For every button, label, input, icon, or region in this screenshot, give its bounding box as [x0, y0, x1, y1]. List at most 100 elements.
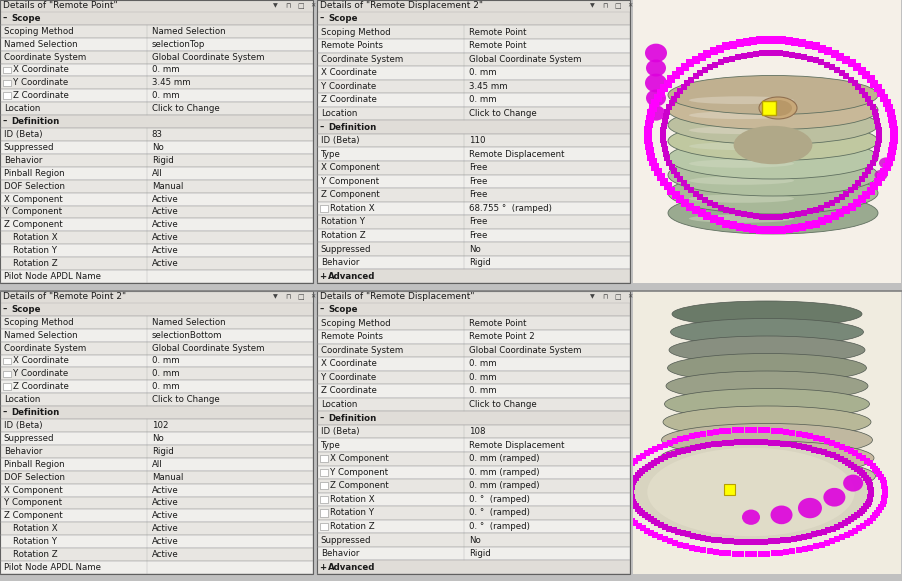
Text: Rotation Y: Rotation Y [14, 537, 57, 546]
Text: Remote Point: Remote Point [469, 319, 526, 328]
Point [816, 527, 831, 536]
Point [879, 162, 894, 171]
Point [833, 52, 848, 61]
Text: Suppressed: Suppressed [4, 434, 54, 443]
Point [715, 548, 730, 557]
Text: □: □ [297, 294, 304, 300]
Point [703, 63, 717, 72]
Text: Scoping Method: Scoping Method [321, 319, 391, 328]
Text: Global Coordinate System: Global Coordinate System [469, 346, 581, 355]
Bar [317, 107, 630, 120]
Point [693, 192, 707, 202]
Point [667, 526, 681, 535]
Point [667, 539, 682, 548]
Point [658, 453, 672, 462]
Point [753, 425, 768, 435]
Text: Rigid: Rigid [152, 156, 173, 165]
Text: Location: Location [321, 109, 357, 118]
Point [830, 440, 844, 449]
Text: ▼: ▼ [273, 3, 278, 9]
Text: Details of "Remote Point": Details of "Remote Point" [3, 1, 118, 10]
Point [827, 211, 842, 221]
Point [827, 49, 842, 58]
Text: Scoping Method: Scoping Method [4, 318, 73, 327]
Point [747, 549, 761, 558]
Point [641, 141, 656, 150]
Point [644, 152, 658, 161]
Point [852, 524, 867, 533]
Text: Global Coordinate System: Global Coordinate System [469, 55, 581, 64]
Point [713, 203, 728, 212]
Point [708, 60, 723, 69]
Point [742, 211, 757, 220]
Point [767, 48, 781, 58]
Ellipse shape [648, 448, 855, 536]
Point [730, 437, 744, 447]
Text: Rotation X: Rotation X [330, 204, 374, 213]
Point [678, 433, 693, 443]
Point [886, 120, 900, 129]
Point [747, 425, 761, 435]
Point [648, 530, 662, 540]
Point [850, 62, 864, 71]
Text: ▼: ▼ [590, 3, 594, 9]
Ellipse shape [663, 406, 871, 438]
Text: Coordinate System: Coordinate System [4, 52, 86, 62]
Bar [317, 371, 630, 384]
Point [848, 526, 862, 536]
Point [683, 202, 697, 211]
Text: Y Coordinate: Y Coordinate [321, 82, 376, 91]
Ellipse shape [733, 126, 813, 164]
Text: Click to Change: Click to Change [152, 395, 219, 404]
Point [617, 508, 631, 517]
Text: All: All [152, 460, 162, 469]
Point [791, 546, 805, 555]
Point [695, 209, 709, 218]
Point [807, 445, 822, 454]
Point [662, 438, 676, 447]
Bar [317, 229, 630, 242]
Ellipse shape [689, 126, 794, 134]
Ellipse shape [645, 44, 667, 62]
Point [680, 182, 695, 192]
Point [815, 435, 829, 444]
Text: Suppressed: Suppressed [321, 536, 372, 544]
Bar [0, 381, 313, 393]
Point [643, 446, 658, 456]
Point [685, 432, 699, 441]
Point [670, 90, 685, 99]
Text: Z Component: Z Component [4, 220, 62, 229]
Text: X Component: X Component [330, 454, 389, 463]
Point [638, 511, 652, 520]
Point [835, 533, 850, 542]
Ellipse shape [689, 214, 794, 223]
Point [668, 70, 683, 80]
Point [620, 464, 634, 474]
Point [700, 49, 714, 58]
Point [662, 103, 676, 112]
Point [654, 521, 668, 530]
Point [843, 75, 858, 84]
Point [656, 130, 670, 139]
Point [859, 191, 873, 200]
Point [803, 207, 817, 216]
Point [615, 505, 630, 514]
Point [678, 541, 693, 551]
Text: Free: Free [469, 177, 487, 186]
Point [610, 487, 624, 497]
Bar [0, 77, 313, 89]
Text: X Coordinate: X Coordinate [321, 69, 377, 77]
Ellipse shape [689, 112, 794, 119]
Text: Definition: Definition [328, 414, 376, 422]
Bar [317, 12, 630, 26]
Text: 3.45 mm: 3.45 mm [152, 78, 190, 87]
Point [741, 537, 755, 547]
Point [837, 519, 851, 528]
Point [868, 153, 882, 163]
Point [795, 38, 809, 48]
Point [760, 48, 775, 58]
Point [875, 475, 889, 485]
Bar [0, 218, 313, 231]
Point [809, 205, 824, 214]
Bar [0, 38, 313, 51]
